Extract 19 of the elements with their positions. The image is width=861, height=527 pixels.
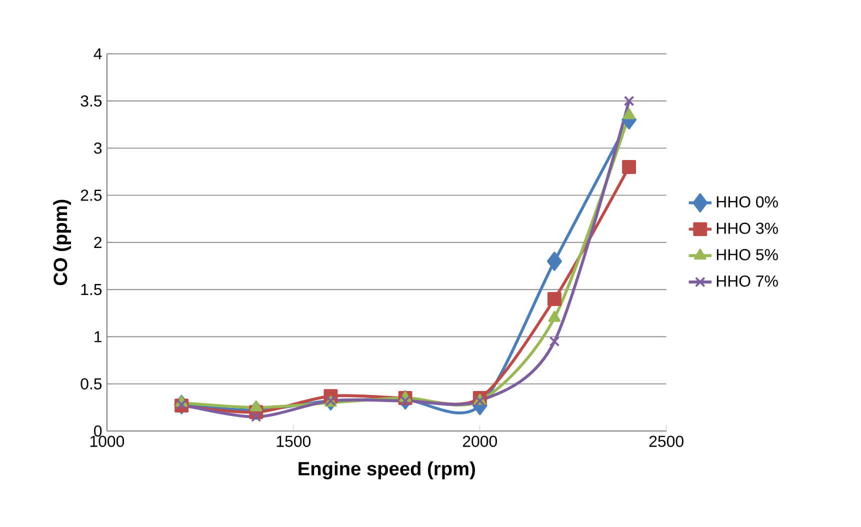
y-tick-label: 1 (94, 331, 102, 342)
x-axis-title: Engine speed (rpm) (298, 461, 475, 480)
legend-label: HHO 7% (716, 275, 778, 287)
y-tick-label: 2 (94, 236, 102, 248)
y-tick-label: 1.5 (81, 284, 102, 296)
y-axis-title: CO (ppm) (53, 200, 71, 286)
y-tick-label: 3 (94, 142, 102, 154)
y-tick-label: 0.5 (80, 378, 102, 390)
x-tick-label: 1000 (90, 436, 124, 447)
x-tick-label: 1500 (276, 436, 311, 447)
x-tick-label: 2000 (462, 436, 497, 447)
x-tick-label: 2500 (649, 436, 684, 447)
y-tick-label: 4 (94, 48, 102, 60)
y-tick-label: 2.5 (80, 190, 102, 201)
legend-label: HHO 3% (716, 222, 778, 234)
legend-label: HHO 5% (716, 249, 778, 260)
y-tick-label: 3.5 (80, 95, 102, 107)
y-tick-label: 0 (94, 425, 102, 437)
legend-label: HHO 0% (716, 196, 778, 208)
